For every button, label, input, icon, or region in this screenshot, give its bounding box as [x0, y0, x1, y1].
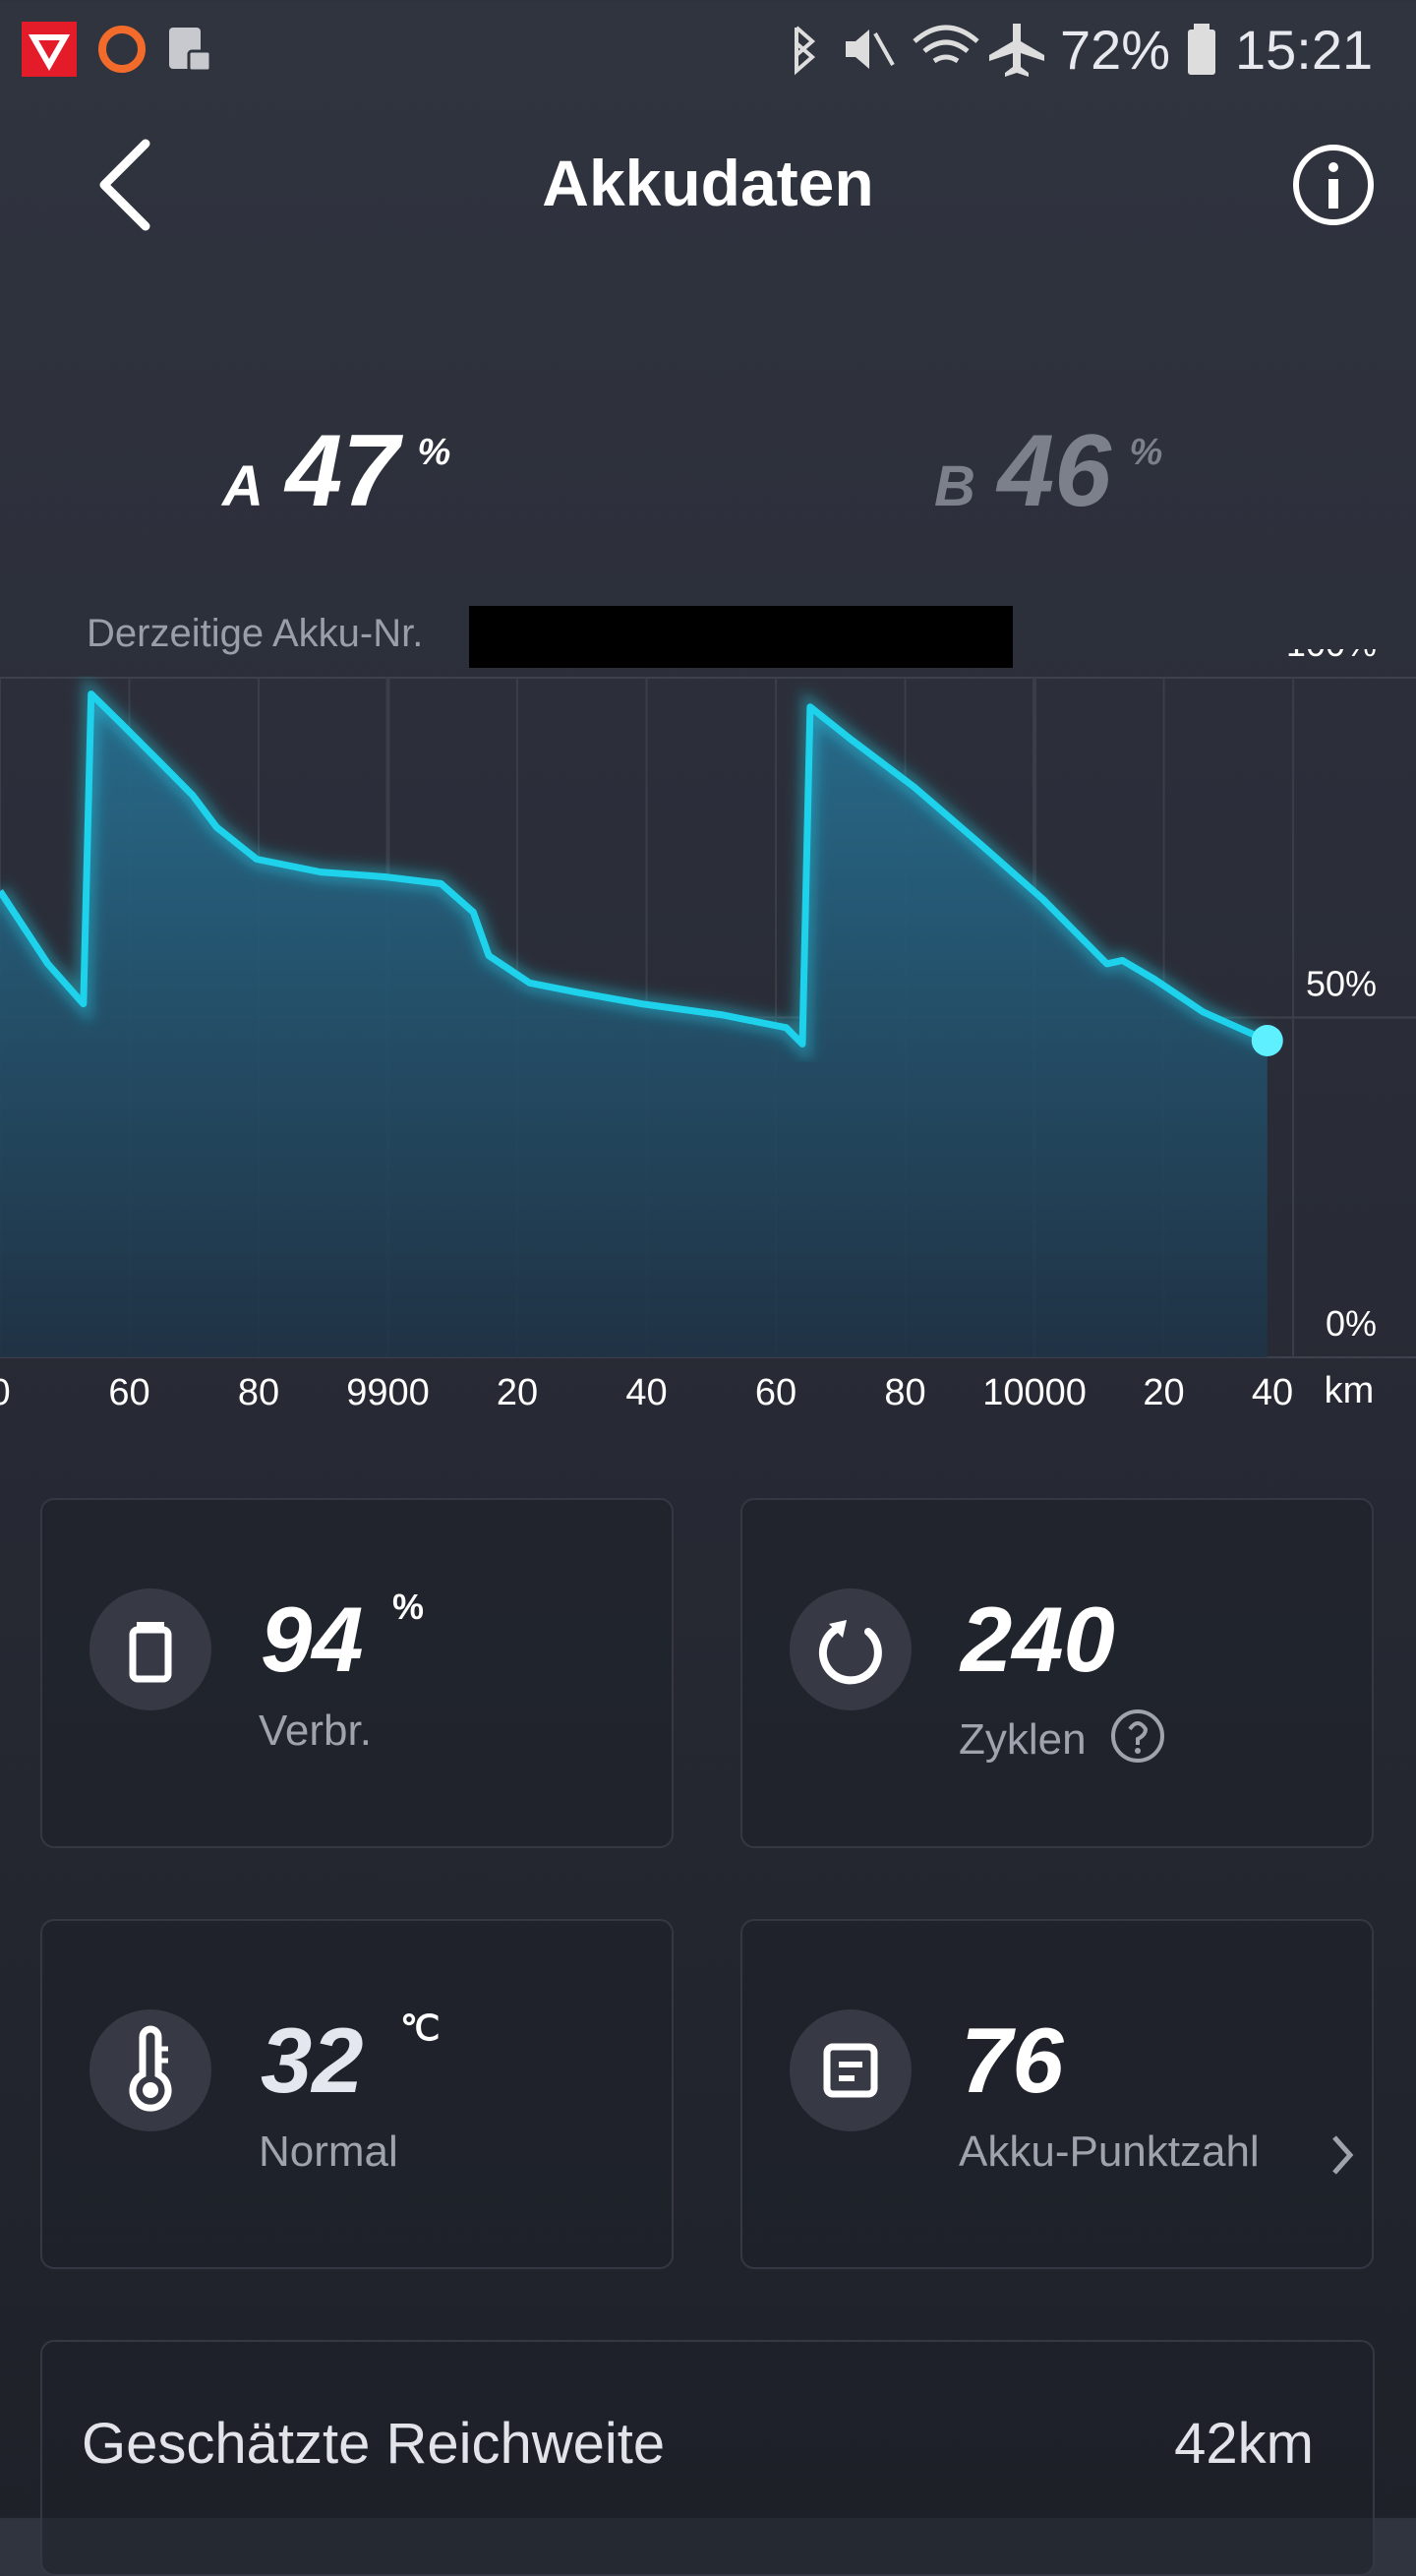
- x-tick-label: 60: [755, 1372, 796, 1413]
- cycles-text: Zyklen: [959, 1715, 1087, 1764]
- score-value: 76: [961, 2008, 1064, 2112]
- x-tick-label: 9900: [346, 1372, 430, 1413]
- x-tick-label: 20: [1143, 1372, 1184, 1413]
- help-icon[interactable]: [1108, 1707, 1167, 1766]
- battery-unit: %: [1129, 432, 1163, 473]
- x-tick-label: 0: [0, 1372, 11, 1413]
- x-axis-label: km: [1325, 1370, 1375, 1411]
- x-tick-label: 10000: [982, 1372, 1087, 1413]
- temperature-unit: ℃: [400, 2007, 441, 2048]
- x-tick-label: 80: [238, 1372, 279, 1413]
- battery-chart: 0% 50% 100% 0 60 80 9900 20 40 60 80 10000 20 40 km: [0, 649, 1416, 1413]
- y-tick-label: 50%: [1306, 964, 1377, 1004]
- page-title: Akkudaten: [542, 147, 874, 219]
- temperature-value: 32: [261, 2008, 364, 2112]
- area-fill: [0, 693, 1268, 1357]
- thermometer-icon: [89, 2009, 211, 2131]
- wear-unit: %: [392, 1587, 425, 1627]
- y-tick-label: 100%: [1286, 649, 1377, 664]
- clock: 15:21: [1235, 19, 1374, 81]
- wear-label: Verbr.: [259, 1707, 372, 1755]
- x-tick-label: 80: [884, 1372, 925, 1413]
- score-icon: [790, 2009, 912, 2131]
- score-label: Akku-Punktzahl: [959, 2127, 1260, 2176]
- redaction: [469, 606, 1013, 668]
- battery-label: B: [934, 454, 975, 518]
- battery-icon: [1188, 24, 1215, 75]
- status-icons-right: [795, 24, 1044, 77]
- battery-status: 72%: [1060, 19, 1171, 81]
- wear-value: 94: [261, 1588, 364, 1691]
- status-icons-left: [22, 22, 212, 77]
- cycles-card: 240 Zyklen: [740, 1498, 1374, 1848]
- chart-subtitle: Derzeitige Akku-Nr.: [87, 612, 424, 655]
- temperature-card: 32 ℃ Normal: [40, 1919, 674, 2269]
- cycles-label: Zyklen: [959, 1707, 1167, 1766]
- chevron: [1332, 2135, 1354, 2175]
- score-card[interactable]: 76 Akku-Punktzahl: [740, 1919, 1374, 2269]
- x-tick-label: 20: [497, 1372, 538, 1413]
- x-tick-label: 60: [108, 1372, 149, 1413]
- cycles-value: 240: [961, 1588, 1115, 1691]
- info-button[interactable]: [1290, 142, 1377, 228]
- y-tick-label: 0%: [1326, 1303, 1377, 1344]
- range-label: Geschätzte Reichweite: [82, 2412, 666, 2476]
- back-button[interactable]: [90, 138, 159, 232]
- battery-unit: %: [417, 432, 451, 473]
- line: [0, 690, 1269, 1048]
- battery-b[interactable]: B 46 %: [934, 413, 1162, 530]
- battery-percent: 46: [997, 414, 1112, 528]
- x-tick-label: 40: [625, 1372, 667, 1413]
- cycle-icon: [790, 1588, 912, 1710]
- battery-percent: 47: [285, 414, 400, 528]
- wear-card: 94 % Verbr.: [40, 1498, 674, 1848]
- range-value: 42km: [1174, 2412, 1314, 2476]
- battery-a[interactable]: A 47 %: [222, 413, 450, 530]
- battery-label: A: [222, 454, 264, 518]
- battery-icon: [89, 1588, 211, 1710]
- x-tick-label: 40: [1252, 1372, 1293, 1413]
- temperature-label: Normal: [259, 2127, 398, 2176]
- range-card: Geschätzte Reichweite 42km: [40, 2340, 1375, 2576]
- end-point: [1251, 1024, 1283, 1056]
